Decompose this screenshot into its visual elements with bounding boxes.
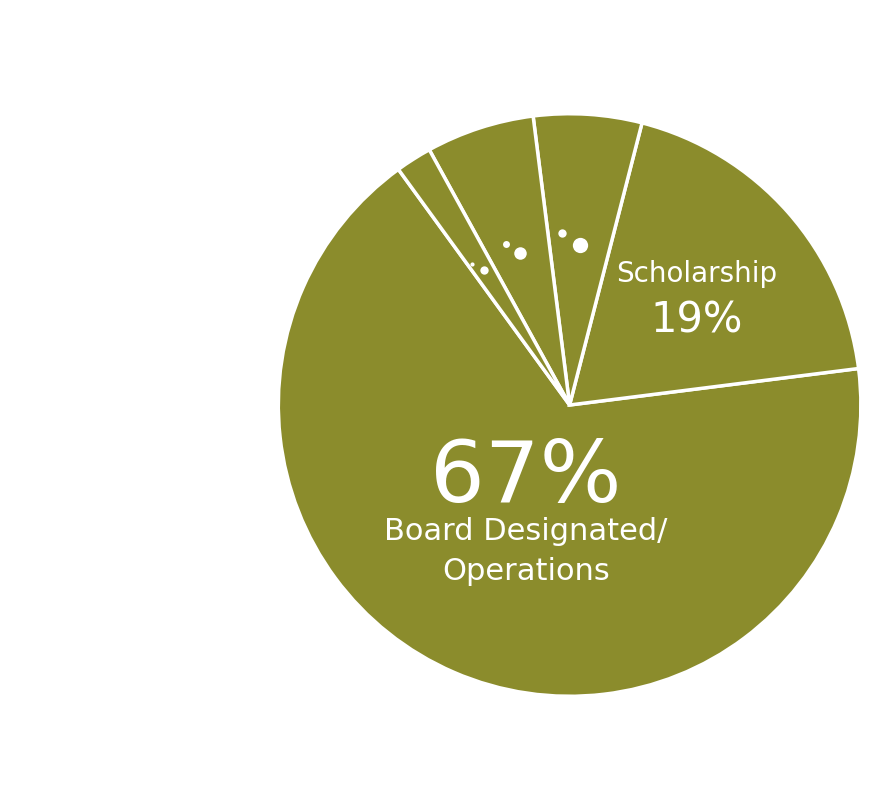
Text: Scholarship: Scholarship <box>616 260 777 288</box>
Text: 67%: 67% <box>430 436 621 519</box>
Text: Board Designated/
Operations: Board Designated/ Operations <box>384 516 668 586</box>
Text: 19%: 19% <box>650 299 742 341</box>
Wedge shape <box>533 114 642 406</box>
Wedge shape <box>570 124 859 406</box>
Wedge shape <box>279 170 861 697</box>
Wedge shape <box>429 117 570 406</box>
Wedge shape <box>399 151 570 406</box>
